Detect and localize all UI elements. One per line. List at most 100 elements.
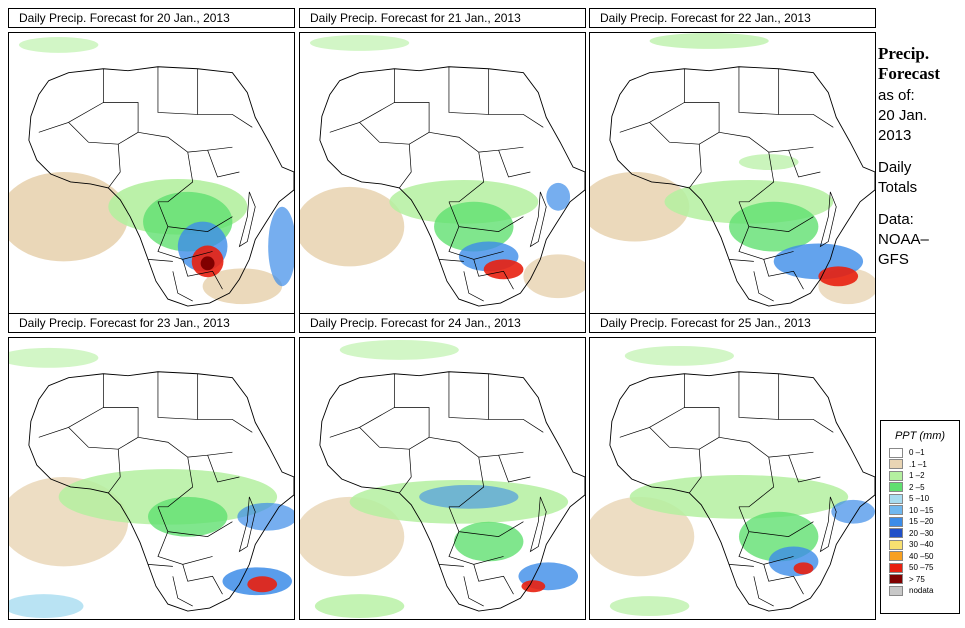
legend-title: PPT (mm)	[894, 430, 946, 442]
precip-area	[268, 206, 294, 287]
country-border	[399, 449, 412, 494]
country-border	[683, 68, 720, 133]
precip-area	[523, 254, 585, 299]
asof-line: 2013	[878, 127, 912, 144]
coastline	[609, 66, 875, 307]
coastline	[28, 66, 294, 307]
asof-line: 20 Jan.	[878, 107, 928, 124]
country-border	[329, 426, 430, 450]
coastline	[319, 371, 585, 612]
country-border	[138, 436, 233, 458]
country-border	[738, 506, 814, 537]
legend-label: 20 –30	[909, 528, 934, 538]
legend-swatch	[889, 482, 903, 493]
country-border	[788, 150, 821, 178]
legend-item: 0 –1	[889, 447, 959, 459]
country-border	[238, 496, 256, 553]
country-border	[157, 152, 194, 203]
country-border	[473, 564, 514, 595]
totals-line: Daily	[878, 159, 912, 176]
country-border	[102, 68, 139, 133]
precip-map	[8, 32, 295, 315]
country-border	[738, 226, 794, 260]
precip-area	[738, 154, 799, 171]
precip-area	[831, 499, 875, 524]
legend-label: 30 –40	[909, 540, 934, 550]
country-border	[738, 531, 794, 565]
precip-area	[200, 256, 215, 271]
country-border	[738, 152, 775, 203]
forecast-panel-day2: Daily Precip. Forecast for 21 Jan., 2013	[299, 8, 589, 315]
country-border	[102, 373, 139, 438]
precip-area	[793, 562, 814, 575]
country-border	[138, 131, 233, 153]
country-border	[448, 531, 504, 565]
country-border	[488, 114, 544, 128]
country-border	[689, 144, 702, 189]
country-border	[147, 259, 173, 262]
panel-title: Daily Precip. Forecast for 25 Jan., 2013	[589, 313, 876, 333]
asof-line: as of:	[878, 87, 915, 104]
precip-area	[9, 347, 99, 368]
country-border	[463, 576, 484, 607]
legend-rows: 0 –1.1 –1 1 –2 2 –5 5 –10 10 –15 15 –20 20 –30…	[881, 447, 959, 597]
legend-label: 2 –5	[909, 482, 925, 492]
country-border	[619, 426, 720, 450]
country-border	[788, 455, 821, 483]
legend-label: 15 –20	[909, 517, 934, 527]
precip-area	[309, 34, 410, 51]
precip-area	[419, 484, 519, 509]
country-border	[448, 226, 504, 260]
legend-item: 40 –50	[889, 551, 959, 563]
legend-swatch	[889, 539, 903, 550]
precip-area	[818, 266, 859, 287]
legend-item: > 75	[889, 574, 959, 586]
precip-area	[609, 596, 690, 617]
country-border	[488, 419, 544, 433]
legend-label: 1 –2	[909, 471, 925, 481]
country-border	[429, 131, 524, 153]
legend-label: > 75	[909, 574, 925, 584]
country-border	[399, 144, 412, 189]
country-border	[529, 191, 547, 248]
country-border	[448, 506, 524, 537]
precip-area	[9, 594, 84, 619]
precip-area	[18, 36, 99, 53]
totals-line: Totals	[878, 179, 918, 196]
country-border	[738, 371, 780, 420]
panel-title: Daily Precip. Forecast for 21 Jan., 2013	[299, 8, 586, 28]
title-line: Precip.	[878, 44, 930, 63]
coastline	[28, 371, 294, 612]
country-border	[819, 191, 837, 248]
legend-item: 2 –5	[889, 482, 959, 494]
precip-area	[590, 496, 695, 577]
country-border	[649, 102, 685, 123]
country-border	[157, 531, 213, 565]
legend-item: nodata	[889, 585, 959, 597]
precip-area	[300, 186, 405, 267]
country-border	[157, 201, 233, 232]
panel-title: Daily Precip. Forecast for 22 Jan., 2013	[589, 8, 876, 28]
precip-map	[589, 32, 876, 315]
country-border	[182, 564, 223, 595]
panel-title: Daily Precip. Forecast for 23 Jan., 2013	[8, 313, 295, 333]
legend-item: 50 –75	[889, 562, 959, 574]
country-border	[778, 419, 834, 433]
data-source-line: GFS	[878, 251, 909, 268]
precip-legend: PPT (mm) 0 –1.1 –1 1 –2 2 –5 5 –10 10 –15 15 …	[880, 420, 960, 614]
country-border	[157, 457, 194, 508]
legend-swatch	[889, 516, 903, 527]
country-border	[438, 259, 464, 262]
legend-swatch	[889, 459, 903, 470]
country-border	[68, 407, 104, 428]
africa-map	[300, 339, 585, 619]
forecast-panel-day4: Daily Precip. Forecast for 23 Jan., 2013	[8, 313, 298, 620]
precip-area	[483, 259, 524, 280]
africa-map	[9, 347, 294, 619]
country-border	[147, 564, 173, 567]
country-border	[738, 457, 775, 508]
precip-area	[629, 475, 849, 519]
country-border	[448, 201, 524, 232]
precip-area	[247, 576, 278, 593]
country-border	[498, 150, 531, 178]
